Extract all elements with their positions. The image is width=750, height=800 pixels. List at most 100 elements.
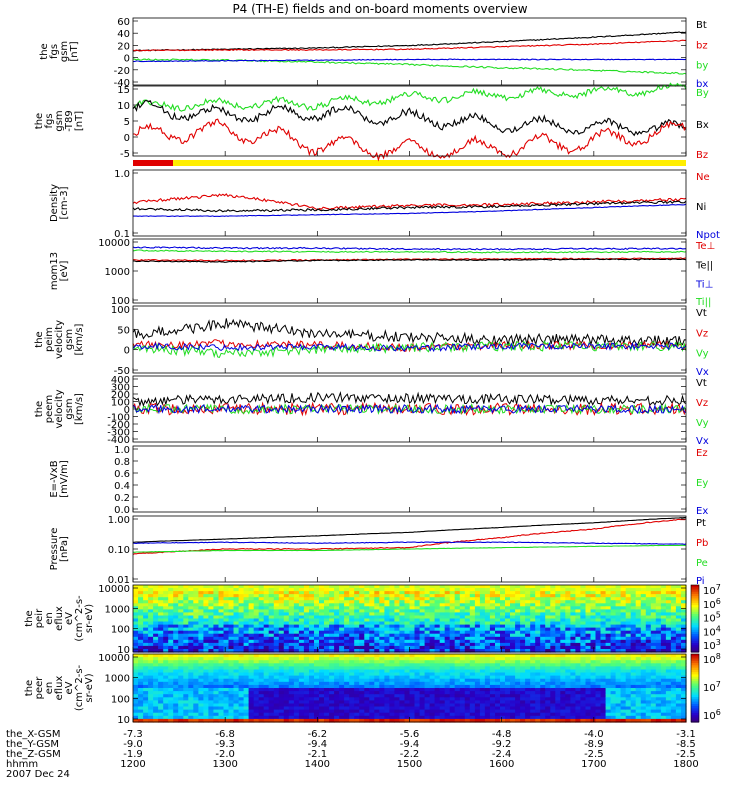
- heatmap-cell: [444, 621, 451, 626]
- heatmap-cell: [354, 675, 360, 680]
- heatmap-cell: [133, 718, 139, 723]
- heatmap-cell: [268, 594, 275, 598]
- heatmap-cell: [158, 684, 164, 689]
- heatmap-cell: [163, 697, 169, 701]
- heatmap-cell: [630, 600, 637, 604]
- plot-title: P4 (TH-E) fields and on-board moments ov…: [232, 2, 527, 16]
- heatmap-cell: [258, 636, 265, 641]
- heatmap-cell: [168, 618, 174, 623]
- heatmap-cell: [258, 697, 265, 701]
- heatmap-cell: [298, 591, 305, 595]
- heatmap-cell: [143, 654, 149, 658]
- heatmap-cell: [419, 663, 426, 667]
- heatmap-cell: [640, 597, 647, 601]
- heatmap-cell: [605, 633, 612, 638]
- heatmap-cell: [248, 600, 255, 604]
- heatmap-cell: [429, 594, 436, 598]
- heatmap-cell: [414, 603, 421, 607]
- heatmap-cell: [500, 618, 506, 623]
- heatmap-cell: [665, 645, 672, 650]
- heatmap-cell: [550, 636, 556, 641]
- heatmap-cell: [218, 684, 225, 689]
- heatmap-cell: [525, 649, 531, 653]
- colorbar-tick-label: 107: [703, 583, 721, 597]
- heatmap-cell: [283, 715, 290, 720]
- heatmap-cell: [283, 612, 290, 616]
- heatmap-cell: [605, 612, 612, 616]
- heatmap-cell: [158, 709, 164, 714]
- heatmap-cell: [495, 691, 501, 695]
- heatmap-cell: [515, 700, 521, 705]
- heatmap-cell: [510, 618, 516, 623]
- heatmap-cell: [449, 678, 456, 683]
- heatmap-cell: [424, 603, 431, 607]
- heatmap-cell: [329, 645, 335, 650]
- legend-entry: Vz: [696, 328, 708, 339]
- heatmap-cell: [550, 615, 556, 620]
- heatmap-cell: [610, 703, 617, 708]
- heatmap-cell: [645, 594, 652, 598]
- heatmap-cell: [394, 684, 400, 689]
- heatmap-cell: [474, 600, 481, 604]
- heatmap-cell: [399, 585, 405, 589]
- heatmap-cell: [530, 654, 536, 658]
- y-tick-label: 0: [124, 405, 130, 416]
- heatmap-cell: [590, 675, 597, 680]
- heatmap-cell: [148, 603, 154, 607]
- series-line-by: [132, 82, 687, 112]
- heatmap-cell: [183, 684, 189, 689]
- heatmap-cell: [324, 715, 330, 720]
- heatmap-cell: [505, 649, 511, 653]
- heatmap-cell: [444, 691, 451, 695]
- heatmap-cell: [605, 678, 612, 683]
- heatmap-cell: [349, 591, 355, 595]
- heatmap-cell: [148, 633, 154, 638]
- heatmap-cell: [314, 618, 320, 623]
- heatmap-cell: [319, 630, 325, 635]
- heatmap-cell: [168, 645, 174, 650]
- heatmap-cell: [379, 697, 385, 701]
- heatmap-cell: [268, 621, 275, 626]
- heatmap-cell: [268, 600, 275, 604]
- heatmap-cell: [273, 594, 280, 598]
- heatmap-cell: [153, 624, 159, 629]
- heatmap-cell: [640, 663, 647, 667]
- heatmap-cell: [630, 709, 637, 714]
- y-tick-label: 0.0: [114, 505, 130, 516]
- heatmap-cell: [615, 633, 622, 638]
- heatmap-cell: [635, 691, 642, 695]
- series-line-bt: [133, 31, 687, 52]
- heatmap-cell: [384, 627, 390, 632]
- heatmap-cell: [590, 669, 597, 674]
- heatmap-cell: [168, 642, 174, 647]
- heatmap-cell: [495, 639, 501, 644]
- heatmap-cell: [580, 649, 586, 653]
- heatmap-cell: [198, 609, 204, 613]
- heatmap-cell: [434, 657, 441, 661]
- heatmap-cell: [238, 630, 245, 635]
- heatmap-cell: [248, 645, 255, 650]
- heatmap-cell: [525, 660, 531, 664]
- heatmap-cell: [630, 691, 637, 695]
- heatmap-cell: [314, 585, 320, 589]
- heatmap-cell: [324, 684, 330, 689]
- heatmap-cell: [133, 712, 139, 717]
- heatmap-cell: [349, 666, 355, 671]
- heatmap-cell: [585, 609, 592, 613]
- heatmap-cell: [148, 694, 154, 698]
- heatmap-cell: [238, 657, 245, 661]
- heatmap-cell: [303, 630, 310, 635]
- heatmap-cell: [278, 594, 285, 598]
- heatmap-cell: [449, 636, 456, 641]
- heatmap-cell: [354, 678, 360, 683]
- heatmap-cell: [489, 654, 496, 658]
- heatmap-cell: [148, 585, 154, 589]
- heatmap-cell: [344, 615, 350, 620]
- heatmap-cell: [334, 709, 340, 714]
- legend-entry: Ey: [696, 478, 708, 489]
- heatmap-cell: [615, 681, 622, 686]
- heatmap-cell: [434, 715, 441, 720]
- heatmap-cell: [143, 669, 149, 674]
- heatmap-cell: [630, 694, 637, 698]
- heatmap-cell: [314, 645, 320, 650]
